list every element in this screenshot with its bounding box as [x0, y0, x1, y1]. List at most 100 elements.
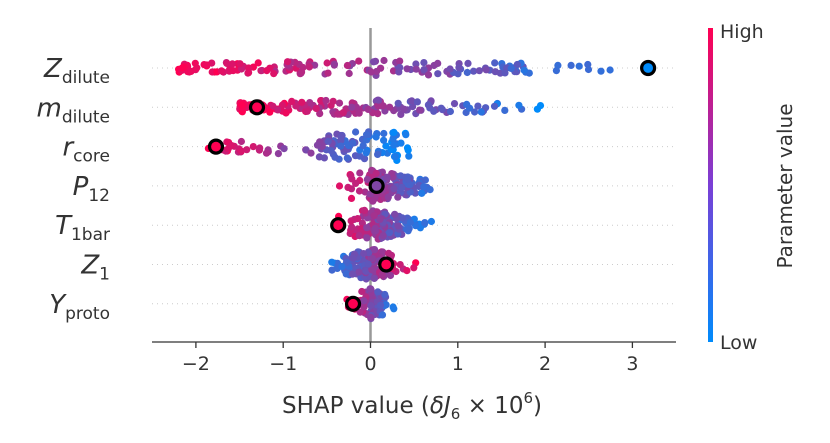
- shap-point: [379, 232, 387, 240]
- shap-point: [403, 267, 411, 275]
- shap-point: [501, 69, 509, 77]
- shap-point: [364, 260, 372, 268]
- shap-point: [418, 189, 426, 197]
- shap-point: [398, 183, 406, 192]
- shap-point: [408, 97, 416, 105]
- feature-label: T1bar: [55, 211, 110, 245]
- shap-point: [263, 67, 271, 75]
- feature-labels: Zdilute mdilute rcore P12 T1bar Z1 Yproto: [37, 54, 110, 324]
- shap-point: [471, 108, 479, 116]
- shap-point: [303, 107, 311, 115]
- shap-point: [383, 173, 391, 181]
- shap-point: [228, 142, 236, 150]
- shap-point: [335, 182, 344, 190]
- shap-point: [328, 258, 336, 266]
- shap-point: [344, 183, 352, 191]
- shap-point: [322, 96, 330, 105]
- shap-point: [378, 311, 387, 319]
- shap-point: [347, 194, 356, 202]
- shap-point: [307, 149, 315, 157]
- shap-point: [312, 104, 320, 113]
- shap-point: [355, 57, 363, 65]
- shap-point: [474, 102, 482, 110]
- shap-point: [391, 210, 399, 218]
- shap-point: [356, 308, 364, 316]
- shap-point: [371, 224, 379, 232]
- shap-point: [349, 254, 357, 262]
- shap-point: [203, 61, 211, 69]
- shap-point: [349, 139, 357, 147]
- shap-point: [376, 215, 384, 223]
- shap-point: [390, 128, 398, 136]
- shap-point: [370, 212, 378, 220]
- shap-point: [372, 169, 380, 177]
- shap-point: [352, 128, 360, 136]
- shap-point: [410, 264, 418, 272]
- shap-point: [515, 101, 523, 109]
- shap-point: [262, 149, 271, 157]
- shap-point: [424, 101, 432, 109]
- shap-point: [324, 137, 332, 145]
- shap-point: [223, 59, 231, 67]
- shap-point: [254, 59, 262, 67]
- shap-point: [374, 102, 382, 110]
- shap-point: [356, 169, 364, 177]
- shap-point: [394, 193, 402, 201]
- shap-point: [575, 62, 583, 70]
- x-tick-label: 0: [364, 353, 376, 375]
- x-tick-label: 3: [626, 353, 638, 375]
- shap-point: [470, 67, 478, 75]
- x-ticks: −2 −1 0 1 2 3: [182, 342, 638, 375]
- shap-point: [426, 186, 434, 194]
- shap-point: [606, 66, 614, 74]
- shap-point: [243, 146, 251, 154]
- highlight-point: [368, 177, 385, 194]
- beeswarm-points: [175, 56, 614, 323]
- shap-point: [385, 249, 393, 257]
- shap-point: [323, 59, 331, 67]
- shap-point: [380, 129, 388, 138]
- shap-point: [358, 219, 366, 227]
- shap-point: [369, 197, 377, 205]
- shap-point: [372, 133, 380, 141]
- shap-point: [270, 70, 278, 78]
- shap-point: [390, 141, 398, 149]
- shap-point: [424, 71, 433, 79]
- shap-point: [403, 144, 412, 152]
- shap-point: [420, 59, 428, 67]
- x-tick-label: 1: [452, 353, 464, 375]
- shap-point: [305, 63, 313, 71]
- shap-point: [430, 107, 438, 115]
- shap-point: [367, 302, 375, 310]
- shap-point: [386, 271, 395, 280]
- shap-point: [501, 106, 509, 114]
- shap-point: [491, 59, 499, 67]
- shap-point: [584, 60, 592, 69]
- shap-point: [403, 65, 411, 73]
- shap-point: [187, 67, 195, 75]
- shap-point: [363, 131, 371, 139]
- shap-point: [402, 131, 410, 139]
- shap-point: [400, 105, 408, 113]
- shap-point: [554, 61, 562, 69]
- feature-label: Z1: [80, 251, 110, 285]
- shap-point: [385, 229, 394, 237]
- shap-point: [437, 104, 445, 112]
- x-tick-label: 2: [539, 353, 551, 375]
- shap-point: [229, 67, 237, 75]
- shap-point: [398, 214, 406, 222]
- shap-point: [348, 270, 357, 278]
- shap-point: [228, 60, 236, 68]
- shap-point: [391, 153, 399, 161]
- highlight-point: [344, 295, 362, 312]
- shap-point: [374, 288, 382, 296]
- shap-point: [337, 133, 345, 141]
- shap-point: [367, 68, 375, 76]
- colorbar-title: Parameter value: [773, 103, 797, 268]
- shap-point: [477, 108, 485, 116]
- shap-point: [354, 215, 362, 223]
- feature-label: Zdilute: [43, 54, 110, 88]
- shap-point: [490, 102, 499, 110]
- shap-point: [355, 109, 363, 117]
- shap-point: [330, 60, 338, 68]
